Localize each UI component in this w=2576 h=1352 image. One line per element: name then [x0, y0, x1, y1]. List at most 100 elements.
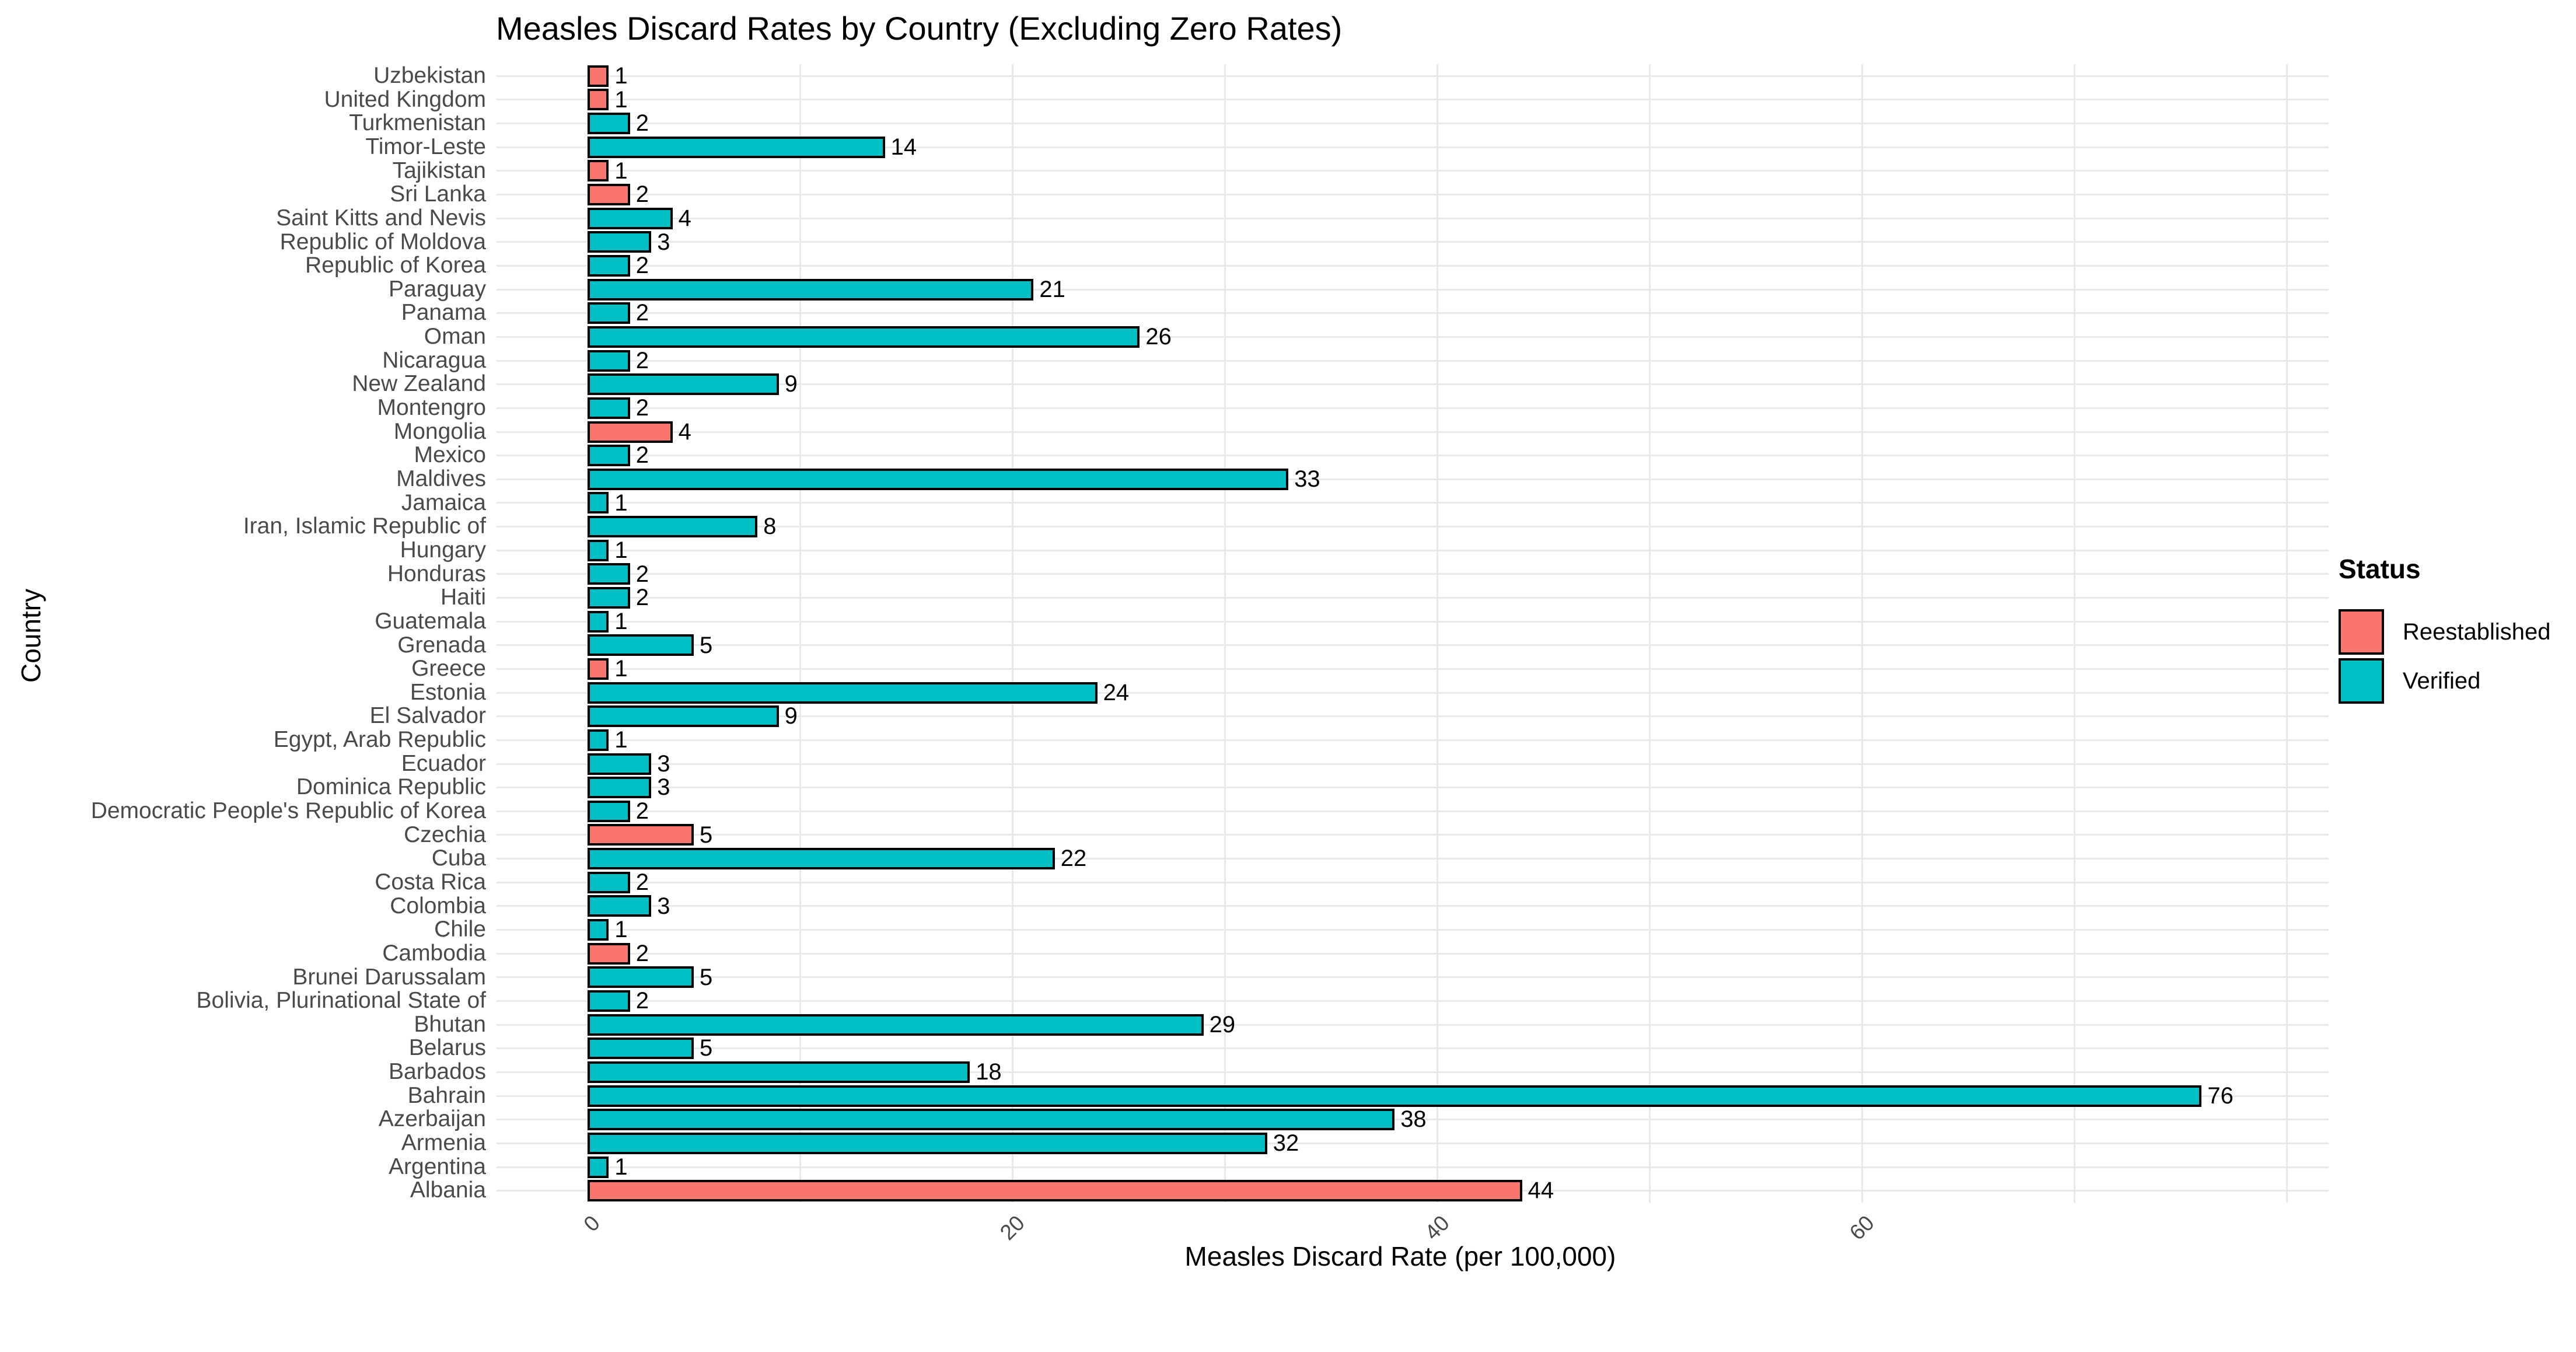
- bar-value-label: 2: [635, 561, 649, 587]
- y-tick-label: Chile: [434, 917, 486, 942]
- gridline-horizontal: [497, 739, 2329, 741]
- bar-value-label: 29: [1209, 1011, 1236, 1037]
- gridline-horizontal: [497, 668, 2329, 670]
- gridline-horizontal: [497, 1166, 2329, 1168]
- gridline-horizontal: [497, 431, 2329, 433]
- gridline-vertical: [1224, 64, 1226, 1203]
- bar: [588, 350, 630, 372]
- y-tick-label: Dominica Republic: [296, 774, 486, 800]
- bar: [588, 278, 1034, 301]
- bar-value-label: 1: [614, 63, 628, 89]
- bar-value-label: 2: [635, 181, 649, 208]
- gridline-horizontal: [497, 1023, 2329, 1026]
- bar: [588, 895, 652, 917]
- gridline-vertical: [1011, 64, 1013, 1203]
- bar: [588, 231, 652, 253]
- y-tick-label: Maldives: [396, 466, 486, 491]
- bar: [588, 136, 885, 158]
- gridline-horizontal: [497, 455, 2329, 457]
- gridline-horizontal: [497, 526, 2329, 528]
- y-tick-label: Republic of Moldova: [279, 229, 486, 254]
- y-tick-label: Mexico: [414, 442, 486, 468]
- y-tick-label: Albania: [410, 1178, 486, 1203]
- y-tick-label: Paraguay: [389, 276, 486, 302]
- y-tick-label: Panama: [401, 300, 486, 326]
- y-tick-label: Brunei Darussalam: [292, 964, 486, 990]
- bar-value-label: 26: [1145, 324, 1172, 350]
- bar: [588, 705, 779, 728]
- gridline-horizontal: [497, 312, 2329, 315]
- y-tick-label: Turkmenistan: [349, 110, 486, 136]
- bar: [588, 682, 1097, 704]
- bar: [588, 848, 1055, 870]
- bar: [588, 492, 609, 514]
- gridline-horizontal: [497, 383, 2329, 386]
- y-tick-label: Bolivia, Plurinational State of: [196, 988, 486, 1014]
- bar-value-label: 3: [657, 893, 670, 919]
- gridline-horizontal: [497, 170, 2329, 172]
- bar: [588, 658, 609, 680]
- gridline-horizontal: [497, 288, 2329, 291]
- y-tick-label: Czechia: [404, 822, 486, 847]
- gridline-horizontal: [497, 407, 2329, 409]
- y-tick-label: Cuba: [431, 846, 486, 871]
- bar: [588, 397, 630, 419]
- bar: [588, 634, 694, 656]
- bar-value-label: 21: [1039, 276, 1065, 302]
- y-tick-label: Grenada: [397, 632, 486, 658]
- bar: [588, 1085, 2202, 1107]
- legend-color-swatch: [2339, 609, 2384, 655]
- bar-value-label: 5: [700, 964, 713, 990]
- x-tick-label: 0: [579, 1211, 604, 1236]
- y-tick-label: Bhutan: [414, 1011, 486, 1037]
- gridline-horizontal: [497, 99, 2329, 101]
- bar-value-label: 33: [1294, 466, 1320, 492]
- bar-value-label: 1: [614, 656, 628, 682]
- bar-value-label: 3: [657, 229, 670, 255]
- gridline-horizontal: [497, 478, 2329, 480]
- bar-value-label: 2: [635, 940, 649, 966]
- gridline-horizontal: [497, 359, 2329, 362]
- gridline-vertical: [1648, 64, 1651, 1203]
- gridline-horizontal: [497, 976, 2329, 979]
- gridline-horizontal: [497, 691, 2329, 694]
- gridline-horizontal: [497, 905, 2329, 907]
- bar: [588, 160, 609, 182]
- gridline-horizontal: [497, 549, 2329, 551]
- gridline-vertical: [2285, 64, 2288, 1203]
- gridline-horizontal: [497, 763, 2329, 765]
- y-tick-label: Democratic People's Republic of Korea: [90, 798, 486, 824]
- legend-items: Reestablished Verified: [2339, 609, 2551, 704]
- y-tick-label: Jamaica: [401, 490, 486, 515]
- gridline-horizontal: [497, 1000, 2329, 1002]
- legend-item-label: Reestablished: [2403, 619, 2551, 645]
- bar: [588, 254, 630, 277]
- bar: [588, 421, 673, 443]
- y-tick-label: Uzbekistan: [373, 63, 486, 88]
- y-tick-label: Bahrain: [407, 1082, 486, 1108]
- gridline-horizontal: [497, 336, 2329, 338]
- legend-title: Status: [2339, 554, 2421, 584]
- bar: [588, 373, 779, 396]
- bar: [588, 89, 609, 111]
- gridline-horizontal: [497, 1142, 2329, 1144]
- y-tick-label: Azerbaijan: [378, 1106, 486, 1132]
- y-tick-label: Costa Rica: [375, 869, 486, 895]
- bar-value-label: 2: [635, 585, 649, 611]
- y-tick-label: Belarus: [408, 1035, 486, 1061]
- bar-value-label: 8: [763, 513, 777, 540]
- y-tick-label: Montengro: [377, 395, 486, 421]
- bar-value-label: 3: [657, 750, 670, 777]
- bar: [588, 1061, 970, 1083]
- y-tick-label: Oman: [424, 324, 486, 350]
- gridline-horizontal: [497, 620, 2329, 623]
- gridline-horizontal: [497, 881, 2329, 883]
- bar-value-label: 1: [614, 86, 628, 113]
- y-tick-label: Guatemala: [375, 608, 486, 634]
- y-tick-label: Honduras: [387, 561, 486, 586]
- bar-value-label: 4: [678, 205, 691, 231]
- y-tick-label: Republic of Korea: [305, 253, 486, 278]
- bar: [588, 1156, 609, 1178]
- y-tick-label: Iran, Islamic Republic of: [243, 513, 486, 539]
- gridline-vertical: [2073, 64, 2075, 1203]
